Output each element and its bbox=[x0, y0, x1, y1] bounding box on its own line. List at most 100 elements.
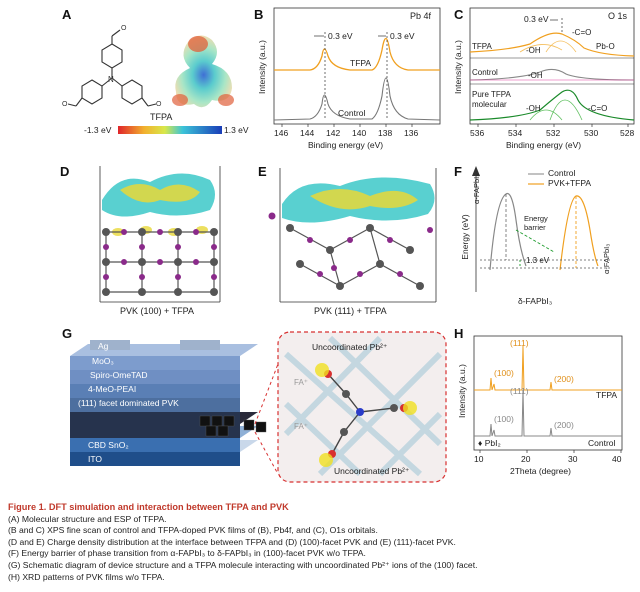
o1s-tfpa-curve bbox=[469, 32, 635, 57]
svg-text:O: O bbox=[62, 101, 68, 108]
panel-h-chart bbox=[473, 335, 623, 453]
panel-b-title: Pb 4f bbox=[410, 11, 432, 21]
tick: 20 bbox=[521, 454, 531, 464]
layer-ito: ITO bbox=[88, 454, 103, 464]
panel-b-ylabel: Intensity (a.u.) bbox=[257, 40, 267, 94]
panel-f-ylabel: Energy (eV) bbox=[460, 214, 470, 260]
layer-moo3: MoO₃ bbox=[92, 356, 114, 366]
panel-c-row1-name: TFPA bbox=[472, 42, 492, 51]
caption-line-f: (F) Energy barrier of phase transition f… bbox=[8, 548, 366, 559]
panel-h: H (111) (100) (200) TFPA (111) (100) (20… bbox=[450, 324, 640, 492]
svg-text:O: O bbox=[121, 25, 127, 32]
panel-c-shift: 0.3 eV bbox=[524, 14, 549, 24]
panel-d-caption: PVK (100) + TFPA bbox=[120, 306, 194, 316]
svg-text:N: N bbox=[108, 75, 114, 84]
layer-ag: Ag bbox=[98, 341, 109, 351]
caption-title: Figure 1. DFT simulation and interaction… bbox=[8, 502, 289, 512]
barrier-tfpa-curve bbox=[559, 195, 599, 271]
panel-a-colorbar-max: 1.3 eV bbox=[224, 125, 249, 135]
panel-f-barrier: Energy barrier bbox=[524, 214, 548, 232]
caption-line-g: (G) Schematic diagram of device structur… bbox=[8, 559, 478, 570]
panel-b: B Pb 4f 0.3 eV 0.3 eV TFPA Control Inten… bbox=[250, 0, 450, 165]
barrier-control-curve bbox=[489, 192, 527, 271]
tick: 138 bbox=[378, 128, 393, 138]
zoom-fa-2: FA⁺ bbox=[294, 422, 309, 431]
panel-c: C O 1s 0.3 eV TFPA -OH -C=O Pb-O Control… bbox=[450, 0, 640, 165]
panel-c-row3-name-2: molecular bbox=[472, 100, 507, 109]
caption-line-h: (H) XRD patterns of PVK films w/o TFPA. bbox=[8, 571, 165, 582]
panel-f-delta-ev: 1.3 eV bbox=[526, 256, 550, 265]
panel-b-chart bbox=[273, 7, 441, 127]
panel-a-molecule-name: TFPA bbox=[150, 112, 173, 122]
layer-peai: 4-MeO-PEAI bbox=[88, 384, 137, 394]
tick: 536 bbox=[470, 128, 485, 138]
panel-a-colorbar-min: -1.3 eV bbox=[84, 125, 112, 135]
panel-b-shift2: 0.3 eV bbox=[390, 31, 415, 41]
panel-c-title: O 1s bbox=[608, 11, 628, 21]
tick: 144 bbox=[300, 128, 315, 138]
panel-c-row3-name-1: Pure TFPA bbox=[472, 90, 511, 99]
tick: 146 bbox=[274, 128, 289, 138]
svg-text:O: O bbox=[156, 101, 162, 108]
panel-d-structure bbox=[99, 166, 221, 303]
panel-c-chart bbox=[469, 7, 635, 127]
panel-e-structure bbox=[268, 168, 437, 303]
h-ctrl-peak-111: (111) bbox=[510, 386, 529, 396]
h-tfpa-peak-111: (111) bbox=[510, 338, 529, 348]
panel-h-xlabel: 2Theta (degree) bbox=[510, 466, 571, 476]
panel-f-label: F bbox=[454, 164, 462, 179]
panel-f: F Control PVK+TFPA Energy (eV) α-FAPbI₃ … bbox=[450, 160, 640, 325]
panel-c-row3-oh: -OH bbox=[526, 104, 541, 113]
tick: 136 bbox=[404, 128, 419, 138]
panel-c-row3-co: -C=O bbox=[588, 104, 608, 113]
tick: 142 bbox=[326, 128, 341, 138]
tick: 10 bbox=[474, 454, 484, 464]
caption-line-a: (A) Molecular structure and ESP of TFPA. bbox=[8, 513, 167, 524]
caption-line-de: (D and E) Charge density distribution at… bbox=[8, 536, 456, 547]
panel-f-alpha-right: α-FAPbI₃ bbox=[602, 243, 611, 274]
h-series-control: Control bbox=[588, 438, 616, 448]
panel-c-row1-pbo: Pb-O bbox=[596, 42, 615, 51]
panel-e: E PVK (111) + TFPA bbox=[250, 160, 450, 325]
h-pbi2: PbI₂ bbox=[484, 438, 501, 448]
panel-a: A N O O O bbox=[0, 0, 250, 165]
tick: 534 bbox=[508, 128, 523, 138]
panel-c-label: C bbox=[454, 7, 464, 22]
h-tfpa-peak-100: (100) bbox=[494, 368, 514, 378]
h-ctrl-peak-200: (200) bbox=[554, 420, 574, 430]
panel-b-label: B bbox=[254, 7, 264, 22]
panel-a-label: A bbox=[62, 7, 72, 22]
panel-g: G bbox=[0, 324, 450, 492]
layer-spiro: Spiro-OmeTAD bbox=[90, 370, 148, 380]
panel-b-label-tfpa: TFPA bbox=[350, 58, 372, 68]
panel-d: D PVK (100) + TFPA bbox=[60, 160, 250, 325]
panel-f-legend-control: Control bbox=[548, 168, 576, 178]
panel-c-row1-co: -C=O bbox=[572, 28, 592, 37]
panel-h-ylabel: Intensity (a.u.) bbox=[457, 364, 467, 418]
caption-line-bc: (B and C) XPS fine scan of control and T… bbox=[8, 525, 378, 536]
h-ctrl-peak-100: (100) bbox=[494, 414, 514, 424]
layer-pvk: (111) facet dominated PVK bbox=[78, 398, 179, 408]
xrd-tfpa-curve bbox=[474, 345, 622, 391]
tick: 528 bbox=[620, 128, 635, 138]
panel-f-legend-tfpa: PVK+TFPA bbox=[548, 178, 592, 188]
h-pbi2-legend: ♦ PbI₂ bbox=[478, 438, 501, 448]
figure-caption: Figure 1. DFT simulation and interaction… bbox=[8, 502, 634, 583]
panel-c-ylabel: Intensity (a.u.) bbox=[453, 40, 463, 94]
zoom-fa-1: FA⁺ bbox=[294, 378, 309, 387]
pb4f-control-curve bbox=[273, 77, 441, 121]
tick: 532 bbox=[546, 128, 561, 138]
panel-d-label: D bbox=[60, 164, 70, 179]
panel-g-label: G bbox=[62, 326, 73, 341]
device-stack-diagram bbox=[70, 331, 447, 483]
xrd-control-curve bbox=[474, 389, 622, 437]
zoom-pb-top: Uncoordinated Pb²⁺ bbox=[312, 342, 388, 352]
panel-f-delta: δ-FAPbI₃ bbox=[518, 296, 553, 306]
layer-sno2: CBD SnO₂ bbox=[88, 440, 129, 450]
panel-c-row2-name: Control bbox=[472, 68, 498, 77]
panel-f-alpha-left: α-FAPbI₃ bbox=[472, 173, 481, 204]
o1s-control-curve bbox=[469, 68, 635, 81]
panel-b-label-control: Control bbox=[338, 108, 366, 118]
pb4f-tfpa-curve bbox=[274, 37, 440, 71]
tfpa-molecule-structure: N O O O bbox=[62, 25, 234, 134]
